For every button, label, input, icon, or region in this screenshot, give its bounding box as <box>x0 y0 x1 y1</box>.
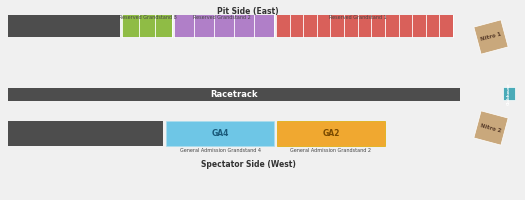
Text: Reserved Grandstand 8: Reserved Grandstand 8 <box>119 15 177 20</box>
Bar <box>277 121 385 146</box>
Text: GA2: GA2 <box>322 129 340 138</box>
Text: Nitro 2: Nitro 2 <box>480 123 502 133</box>
Bar <box>166 121 274 146</box>
Bar <box>122 15 172 37</box>
Text: Clubhouse: Clubhouse <box>507 82 511 105</box>
Polygon shape <box>474 20 508 54</box>
Text: GA4: GA4 <box>211 129 229 138</box>
Text: Racetrack: Racetrack <box>210 90 258 99</box>
Text: General Admission Grandstand 4: General Admission Grandstand 4 <box>180 148 260 153</box>
Text: Reserved Grandstand 2: Reserved Grandstand 2 <box>193 15 251 20</box>
Bar <box>8 88 460 101</box>
Bar <box>276 15 453 37</box>
Text: General Admission Grandstand 2: General Admission Grandstand 2 <box>290 148 372 153</box>
Text: Spectator Side (West): Spectator Side (West) <box>201 160 296 169</box>
Text: Reserved Grandstand 1: Reserved Grandstand 1 <box>329 15 387 20</box>
Bar <box>8 121 163 146</box>
Bar <box>503 87 515 100</box>
Text: Nitro 1: Nitro 1 <box>480 32 502 42</box>
Polygon shape <box>474 111 508 145</box>
Bar <box>174 15 274 37</box>
Text: Pit Side (East): Pit Side (East) <box>217 7 279 16</box>
Bar <box>8 15 120 37</box>
